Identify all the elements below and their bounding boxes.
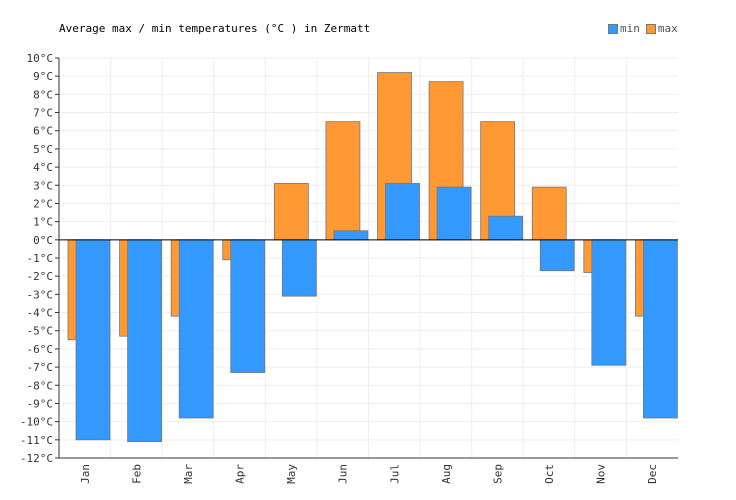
y-tick-label: 4°C (33, 161, 53, 174)
bar-min-apr (230, 239, 266, 373)
y-tick-label: -3°C (27, 288, 54, 301)
bar-min-nov (591, 239, 627, 366)
legend-swatch-max (645, 23, 656, 34)
bar-min-feb (127, 239, 162, 443)
x-tick-label: Apr (234, 464, 247, 484)
legend-label-min: min (620, 22, 640, 35)
y-tick-label: -11°C (20, 434, 53, 447)
y-tick-label: 0°C (33, 234, 53, 247)
y-tick-label: 2°C (33, 197, 53, 210)
bar-max-oct (531, 186, 567, 241)
y-tick-label: -6°C (27, 343, 54, 356)
y-tick-label: -5°C (27, 325, 54, 338)
y-tick-label: -7°C (27, 361, 54, 374)
y-tick-label: 8°C (33, 88, 53, 101)
x-tick-label: Nov (595, 464, 608, 484)
bar-max-may (273, 183, 309, 241)
y-tick-label: -8°C (27, 379, 54, 392)
y-tick-label: 10°C (27, 52, 54, 65)
y-tick-label: -12°C (20, 452, 53, 465)
legend-swatch-min (608, 23, 618, 34)
y-tick-label: -4°C (27, 307, 54, 320)
bar-min-aug (436, 186, 472, 241)
x-tick-label: Aug (440, 464, 453, 484)
legend-label-max: max (657, 22, 678, 35)
legend: min max (608, 22, 678, 35)
y-tick-label: 5°C (33, 143, 53, 156)
y-tick-label: 1°C (33, 216, 53, 229)
legend-item-max: max (645, 22, 678, 35)
y-tick-label: -10°C (20, 416, 53, 429)
bar-max-jun (325, 121, 361, 241)
x-tick-label: Jul (388, 464, 401, 484)
bar-min-jul (385, 183, 420, 241)
legend-item-min: min (608, 22, 640, 35)
x-tick-label: Dec (646, 464, 659, 484)
x-tick-label: Mar (182, 464, 195, 484)
y-tick-label: -1°C (27, 252, 54, 265)
bar-min-dec (643, 239, 678, 419)
x-tick-label: May (285, 464, 298, 484)
x-tick-label: Sep (491, 464, 504, 484)
bar-min-oct (539, 239, 575, 272)
x-tick-label: Feb (130, 464, 143, 484)
y-tick-label: -9°C (27, 397, 54, 410)
bar-min-may (281, 239, 317, 297)
y-tick-label: 9°C (33, 70, 53, 83)
y-tick-label: 7°C (33, 107, 53, 120)
bar-min-mar (178, 239, 214, 419)
y-tick-label: 6°C (33, 125, 53, 138)
chart-title: Average max / min temperatures (°C ) in … (59, 22, 371, 35)
y-tick-label: 3°C (33, 179, 53, 192)
y-tick-label: -2°C (27, 270, 54, 283)
x-tick-label: Jan (79, 464, 92, 484)
bar-min-sep (488, 215, 524, 241)
bar-min-jun (333, 230, 369, 241)
x-tick-label: Jun (337, 464, 350, 484)
bar-min-jan (75, 239, 111, 441)
x-tick-label: Oct (543, 464, 556, 484)
